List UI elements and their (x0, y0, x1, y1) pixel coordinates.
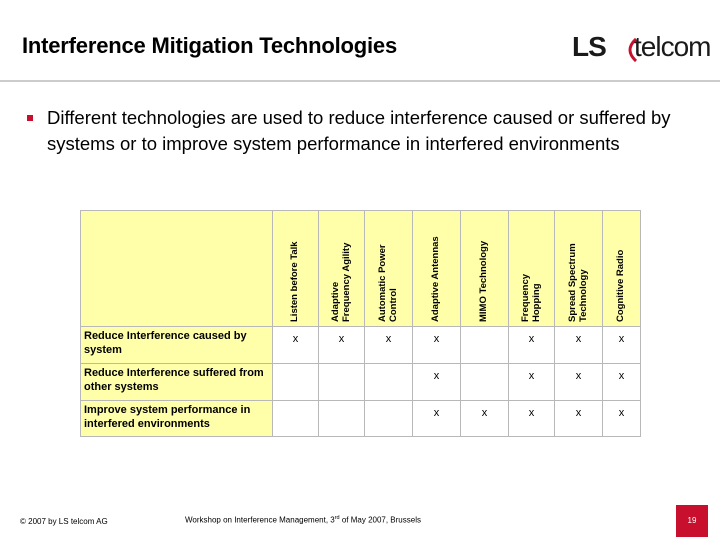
column-header: Listen before Talk (272, 210, 319, 327)
table-cell: x (602, 363, 641, 401)
column-header: MIMO Technology (460, 210, 509, 327)
technology-matrix: Listen before Talk Adaptive Frequency Agi… (80, 210, 641, 437)
table-cell: x (508, 326, 555, 364)
header-divider (0, 80, 720, 82)
bullet-text: Different technologies are used to reduc… (47, 107, 671, 154)
table-cell: x (508, 400, 555, 437)
table-cell: x (412, 400, 461, 437)
column-header-label: Frequency (519, 273, 531, 322)
table-cell: x (602, 326, 641, 364)
event-text-post: of May 2007, Brussels (339, 515, 421, 525)
event-text: Workshop on Interference Management, 3rd… (185, 515, 421, 525)
table-cell: x (318, 326, 365, 364)
table-cell (272, 400, 319, 437)
table-cell: x (554, 400, 603, 437)
copyright-text: © 2007 by LS telcom AG (20, 517, 108, 526)
logo-ls-text: LS (572, 31, 607, 62)
column-header: Cognitive Radio (602, 210, 641, 327)
table-cell: x (412, 326, 461, 364)
table-cell (272, 363, 319, 401)
column-header-label: Technology (577, 269, 589, 322)
event-text-pre: Workshop on Interference Management, 3 (185, 515, 335, 525)
table-cell (460, 363, 509, 401)
table-cell (318, 363, 365, 401)
table-row: Reduce Interference caused by system x x… (80, 326, 641, 364)
column-header-label: MIMO Technology (477, 240, 489, 322)
column-header: Frequency Hopping (508, 210, 555, 327)
column-header-label: Cognitive Radio (614, 249, 626, 322)
column-header-label: Adaptive Antennas (429, 236, 441, 322)
table-header-row: Listen before Talk Adaptive Frequency Agi… (80, 210, 641, 327)
table-row: Improve system performance in interfered… (80, 400, 641, 437)
corner-cell (80, 210, 273, 327)
column-header-label: Hopping (530, 283, 542, 322)
logo-arc-icon (628, 37, 638, 63)
table-cell: x (364, 326, 413, 364)
column-header-label: Adaptive (329, 281, 341, 322)
page-number: 19 (676, 505, 708, 537)
column-header: Adaptive Frequency Agility (318, 210, 365, 327)
column-header-label: Automatic Power (376, 244, 388, 322)
column-header-label: Listen before Talk (288, 241, 300, 322)
table-cell (318, 400, 365, 437)
table-cell (460, 326, 509, 364)
slide-title: Interference Mitigation Technologies (22, 33, 397, 58)
row-label: Improve system performance in interfered… (80, 400, 273, 437)
column-header-label: Frequency Agility (340, 242, 352, 322)
event-text-sup: rd (334, 515, 340, 521)
row-label: Reduce Interference caused by system (80, 326, 273, 364)
row-label: Reduce Interference suffered from other … (80, 363, 273, 401)
column-header: Automatic Power Control (364, 210, 413, 327)
column-header: Spread Spectrum Technology (554, 210, 603, 327)
table-cell: x (554, 326, 603, 364)
table-row: Reduce Interference suffered from other … (80, 363, 641, 401)
column-header-label: Spread Spectrum (566, 243, 578, 322)
bullet-square-icon (27, 115, 33, 121)
table-cell: x (602, 400, 641, 437)
table-cell (364, 363, 413, 401)
table-cell: x (412, 363, 461, 401)
logo-telcom-text: telcom (634, 31, 711, 62)
column-header: Adaptive Antennas (412, 210, 461, 327)
table-cell: x (508, 363, 555, 401)
table-cell (364, 400, 413, 437)
table-cell: x (554, 363, 603, 401)
table-cell: x (460, 400, 509, 437)
column-header-label: Control (387, 288, 399, 322)
table-cell: x (272, 326, 319, 364)
